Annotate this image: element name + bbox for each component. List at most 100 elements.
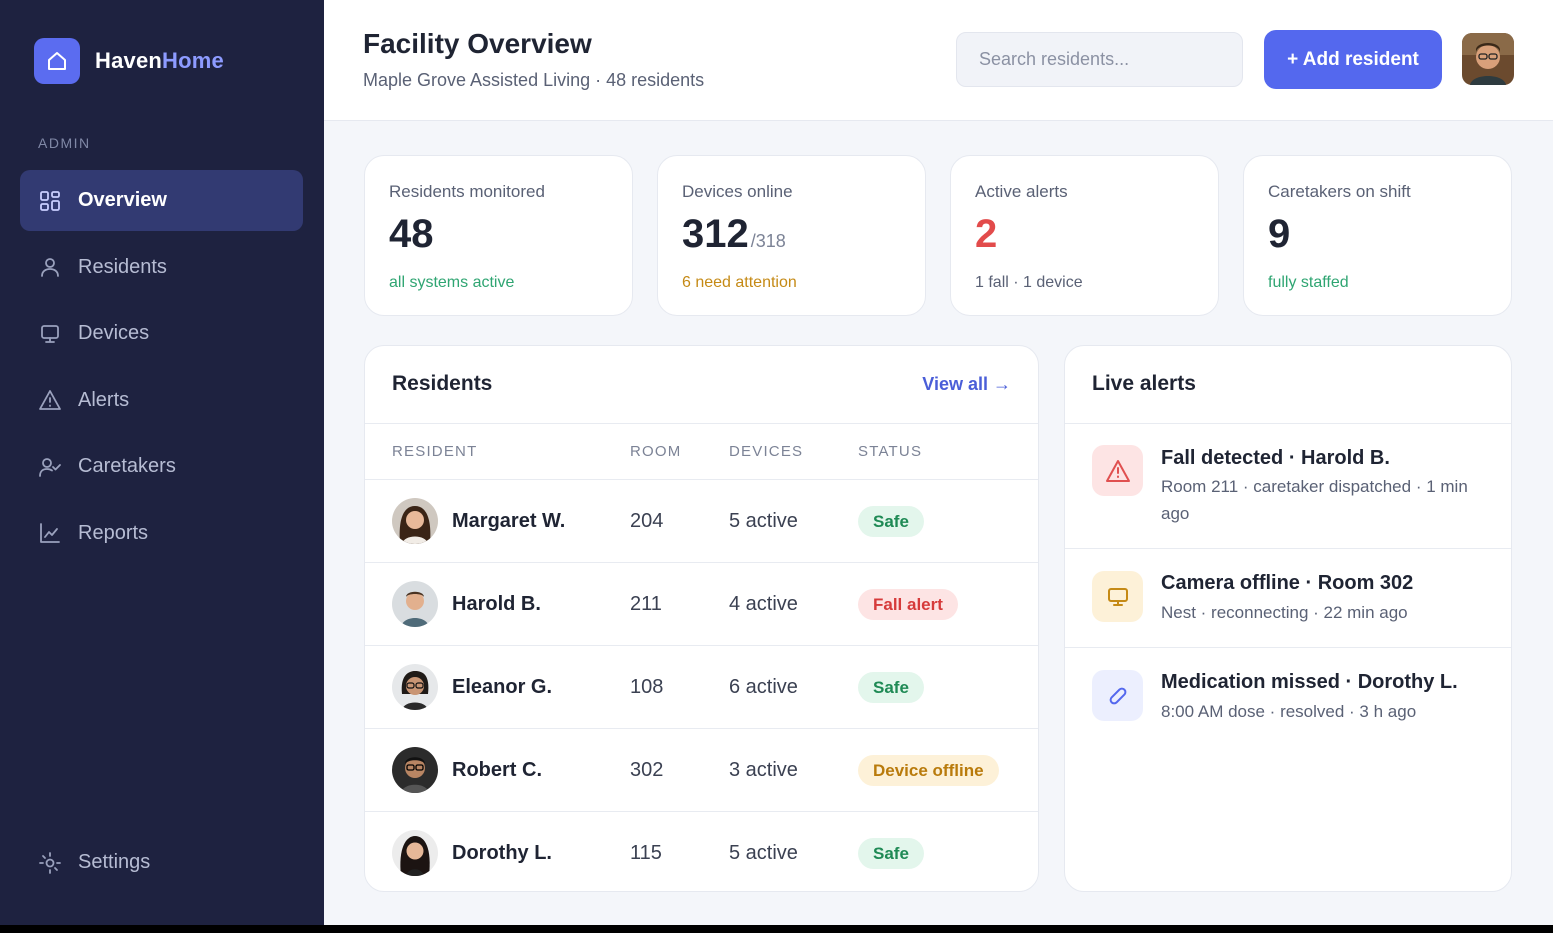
brand-name: HavenHome — [95, 48, 224, 73]
home-icon — [34, 38, 80, 84]
alert-description: Room 211 · caretaker dispatched · 1 min … — [1161, 477, 1468, 523]
divider — [365, 423, 1038, 424]
resident-room: 204 — [630, 510, 664, 532]
sidebar-item-devices[interactable]: Devices — [20, 303, 303, 364]
user-check-icon — [38, 455, 62, 479]
resident-room: 108 — [630, 676, 664, 698]
table-row[interactable]: Robert C. 302 3 active Device offline — [365, 728, 1038, 811]
stat-label: Caretakers on shift — [1268, 182, 1411, 201]
page-title: Facility Overview — [363, 28, 592, 59]
column-header-devices: DEVICES — [729, 443, 804, 460]
stat-value: 9 — [1268, 212, 1291, 256]
sidebar-item-reports[interactable]: Reports — [20, 503, 303, 564]
stat-card-devices: Devices online 312/318 6 need attention — [657, 155, 926, 316]
resident-room: 211 — [630, 593, 662, 615]
gear-icon — [38, 851, 62, 875]
column-header-resident: RESIDENT — [392, 443, 478, 460]
alert-item[interactable]: Fall detected · Harold B. Room 211 · car… — [1065, 423, 1511, 548]
alert-item[interactable]: Medication missed · Dorothy L. 8:00 AM d… — [1065, 647, 1511, 746]
warning-icon — [38, 388, 62, 412]
search-input[interactable] — [956, 32, 1243, 87]
topbar: Facility Overview Maple Grove Assisted L… — [324, 0, 1553, 121]
resident-name: Harold B. — [452, 593, 541, 615]
sidebar-nav: Overview Residents Devices Alerts — [20, 170, 303, 569]
monitor-icon — [38, 322, 62, 346]
status-badge: Safe — [858, 672, 924, 703]
page-subtitle: Maple Grove Assisted Living · 48 residen… — [363, 70, 705, 90]
stat-label: Devices online — [682, 182, 793, 201]
status-badge: Safe — [858, 838, 924, 869]
resident-name: Margaret W. — [452, 510, 566, 532]
alert-title: Camera offline · Room 302 — [1161, 572, 1414, 594]
grid-icon — [38, 189, 62, 213]
view-all-link[interactable]: View all → — [922, 374, 1011, 394]
resident-devices: 4 active — [729, 593, 798, 615]
residents-card: Residents View all → RESIDENT ROOM DEVIC… — [364, 345, 1039, 892]
stat-card-alerts: Active alerts 2 1 fall · 1 device — [950, 155, 1219, 316]
sidebar-settings-wrapper: Settings — [20, 832, 303, 899]
stat-card-caretakers: Caretakers on shift 9 fully staffed — [1243, 155, 1512, 316]
table-row[interactable]: Dorothy L. 115 5 active Safe — [365, 811, 1038, 891]
stat-card-residents: Residents monitored 48 all systems activ… — [364, 155, 633, 316]
avatar — [392, 830, 438, 876]
sidebar-item-label: Residents — [78, 255, 167, 278]
status-badge: Device offline — [858, 755, 999, 786]
column-header-room: ROOM — [630, 443, 682, 460]
resident-room: 302 — [630, 759, 664, 781]
stat-note: all systems active — [389, 274, 515, 291]
warning-icon — [1092, 445, 1143, 496]
user-avatar[interactable] — [1462, 33, 1514, 85]
resident-devices: 6 active — [729, 676, 798, 698]
table-row[interactable]: Margaret W. 204 5 active Safe — [365, 479, 1038, 562]
sidebar-item-label: Devices — [78, 322, 150, 344]
stat-value: 48 — [389, 212, 434, 256]
status-badge: Safe — [858, 506, 924, 537]
stat-label: Residents monitored — [389, 182, 545, 201]
sidebar-item-label: Alerts — [78, 388, 130, 411]
sidebar-item-settings[interactable]: Settings — [20, 832, 303, 893]
table-row[interactable]: Harold B. 211 4 active Fall alert — [365, 562, 1038, 645]
sidebar-item-residents[interactable]: Residents — [20, 237, 303, 298]
stat-label: Active alerts — [975, 182, 1068, 201]
stat-note: 6 need attention — [682, 274, 797, 291]
brand[interactable]: HavenHome — [34, 38, 224, 84]
stat-value: 2 — [975, 212, 998, 256]
resident-name: Dorothy L. — [452, 842, 552, 864]
stat-note: 1 fall · 1 device — [975, 274, 1083, 291]
stat-value: 312/318 — [682, 212, 786, 256]
sidebar-item-label: Settings — [78, 851, 151, 873]
alert-description: Nest · reconnecting · 22 min ago — [1161, 603, 1408, 622]
sidebar: HavenHome ADMIN Overview Residents Dev — [0, 0, 324, 925]
avatar — [392, 747, 438, 793]
section-label-admin: ADMIN — [38, 135, 91, 151]
stat-note: fully staffed — [1268, 274, 1349, 291]
resident-name: Eleanor G. — [452, 676, 553, 698]
sidebar-item-overview[interactable]: Overview — [20, 170, 303, 231]
sidebar-item-label: Reports — [78, 521, 149, 544]
sidebar-item-alerts[interactable]: Alerts — [20, 370, 303, 431]
alert-title: Fall detected · Harold B. — [1161, 447, 1390, 469]
alert-item[interactable]: Camera offline · Room 302 Nest · reconne… — [1065, 548, 1511, 647]
alert-title: Medication missed · Dorothy L. — [1161, 671, 1458, 693]
table-row[interactable]: Eleanor G. 108 6 active Safe — [365, 645, 1038, 728]
avatar — [392, 581, 438, 627]
add-resident-button[interactable]: + Add resident — [1264, 30, 1442, 89]
sidebar-item-label: Overview — [78, 189, 167, 211]
resident-devices: 5 active — [729, 510, 798, 532]
status-badge: Fall alert — [858, 589, 958, 620]
user-icon — [38, 255, 62, 279]
main-content: Facility Overview Maple Grove Assisted L… — [324, 0, 1553, 925]
resident-room: 115 — [630, 842, 662, 864]
monitor-icon — [1092, 571, 1143, 622]
pill-icon — [1092, 670, 1143, 721]
chart-icon — [38, 521, 62, 545]
residents-card-title: Residents — [392, 372, 493, 395]
avatar — [392, 498, 438, 544]
live-alerts-card: Live alerts Fall detected · Harold B. Ro… — [1064, 345, 1512, 892]
alert-description: 8:00 AM dose · resolved · 3 h ago — [1161, 702, 1417, 721]
sidebar-item-caretakers[interactable]: Caretakers — [20, 436, 303, 497]
resident-devices: 3 active — [729, 759, 798, 781]
stat-value-suffix: /318 — [750, 231, 786, 251]
column-header-status: STATUS — [858, 443, 923, 460]
